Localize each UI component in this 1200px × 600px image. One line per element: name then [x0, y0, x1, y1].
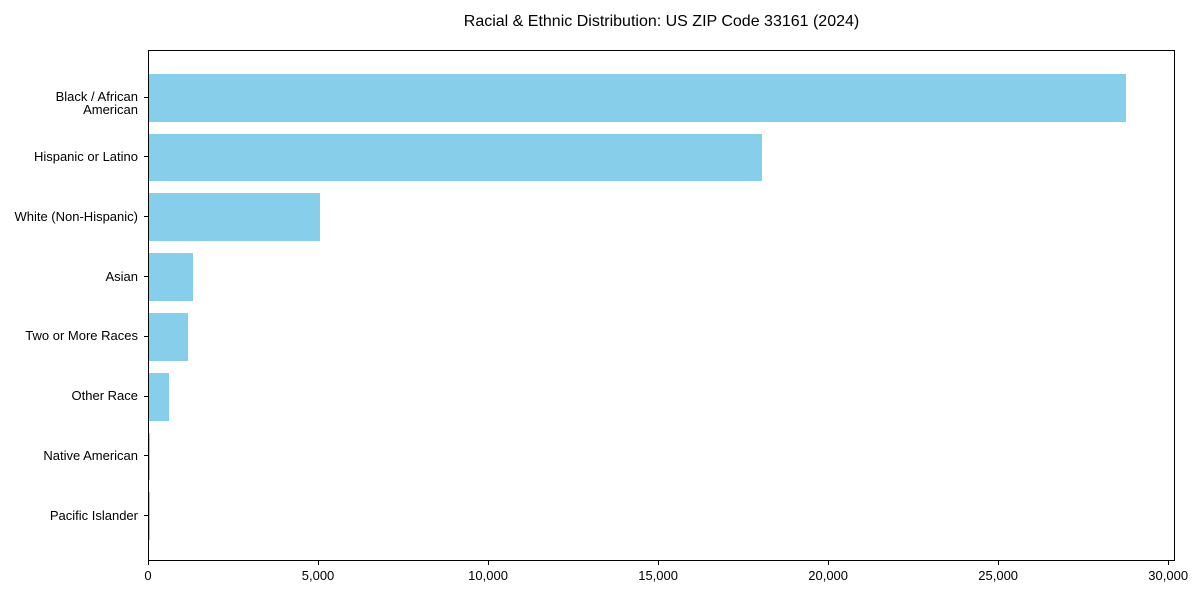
y-tick-label-white-non-hispanic: White (Non-Hispanic)	[14, 208, 138, 224]
bar-white-non-hispanic	[149, 193, 321, 242]
x-tick-mark	[1168, 561, 1170, 565]
x-tick-mark	[488, 561, 490, 565]
y-tick-mark	[144, 455, 148, 457]
x-tick-label-30000: 30,000	[1148, 568, 1189, 583]
y-tick-label-native-american: Native American	[43, 447, 138, 463]
bar-native-american	[149, 432, 151, 481]
y-tick-label-two-or-more-races: Two or More Races	[25, 328, 138, 344]
y-tick-mark	[144, 395, 148, 397]
x-tick-mark	[318, 561, 320, 565]
y-tick-label-hispanic-or-latino: Hispanic or Latino	[33, 148, 138, 164]
y-tick-mark	[144, 156, 148, 158]
bar-two-or-more-races	[149, 312, 189, 361]
x-tick-label-5000: 5,000	[301, 568, 335, 583]
x-tick-label-0: 0	[144, 568, 152, 583]
x-tick-mark	[148, 561, 149, 565]
x-tick-mark	[828, 561, 830, 565]
chart-title: Racial & Ethnic Distribution: US ZIP Cod…	[463, 13, 860, 30]
x-tick-mark	[658, 561, 660, 565]
y-tick-mark	[144, 96, 148, 98]
y-tick-label-asian: Asian	[105, 268, 138, 284]
y-tick-label-black-african-american: Black / African American	[55, 89, 138, 118]
x-tick-label-20000: 20,000	[808, 568, 849, 583]
plot-area	[148, 50, 1175, 561]
y-tick-mark	[144, 335, 148, 337]
y-tick-mark	[144, 515, 148, 517]
y-tick-mark	[144, 216, 148, 218]
y-tick-label-pacific-islander: Pacific Islander	[49, 507, 138, 523]
x-tick-label-10000: 10,000	[468, 568, 508, 583]
bar-asian	[149, 253, 194, 301]
y-tick-label-other-race: Other Race	[71, 388, 138, 404]
bar-black-african-american	[149, 73, 1127, 122]
bar-other-race	[149, 372, 170, 421]
y-tick-mark	[144, 276, 148, 278]
x-tick-label-25000: 25,000	[978, 568, 1019, 583]
x-tick-label-15000: 15,000	[638, 568, 678, 583]
bar-hispanic-or-latino	[149, 133, 762, 182]
x-tick-mark	[998, 561, 1000, 565]
